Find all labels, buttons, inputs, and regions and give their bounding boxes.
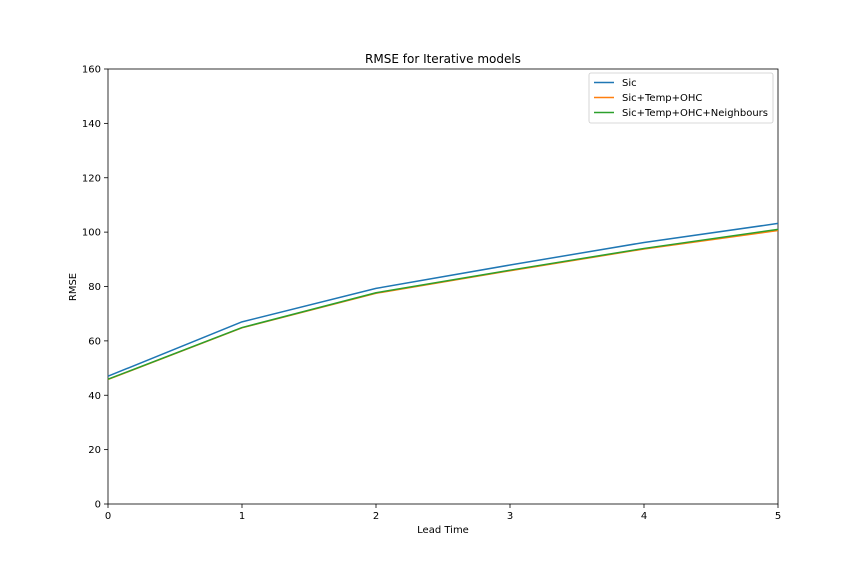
plot-frame	[107, 68, 779, 505]
legend-entry-label: Sic+Temp+OHC	[622, 93, 702, 104]
y-tick-label: 160	[82, 65, 101, 76]
y-tick-label: 120	[82, 173, 101, 184]
y-axis: 0 20 40 60 80 100 120 140 160	[82, 65, 108, 511]
legend: Sic Sic+Temp+OHC Sic+Temp+OHC+Neighbours	[588, 72, 774, 124]
x-tick-label: 5	[775, 511, 781, 522]
x-tick-label: 2	[373, 511, 379, 522]
plot-area	[107, 68, 779, 505]
y-tick-label: 0	[95, 500, 101, 511]
legend-entry-label: Sic+Temp+OHC+Neighbours	[622, 108, 768, 119]
legend-box	[588, 72, 774, 124]
chart-title: RMSE for Iterative models	[365, 52, 521, 66]
x-tick-label: 4	[641, 511, 647, 522]
y-tick-label: 60	[88, 336, 101, 347]
x-tick-label: 0	[105, 511, 111, 522]
x-tick-label: 1	[239, 511, 245, 522]
y-tick-label: 100	[82, 228, 101, 239]
series-layer	[107, 222, 779, 381]
y-tick-label: 80	[88, 282, 101, 293]
legend-entry-label: Sic	[622, 78, 637, 89]
y-axis-label: RMSE	[68, 273, 79, 301]
series-line-3	[107, 228, 779, 380]
series-line-1	[107, 222, 779, 377]
y-tick-label: 40	[88, 391, 101, 402]
y-tick-label: 140	[82, 119, 101, 130]
x-axis: 0 1 2 3 4 5	[105, 504, 781, 522]
y-tick-label: 20	[88, 445, 101, 456]
x-axis-label: Lead Time	[417, 525, 469, 536]
series-line-2	[107, 229, 779, 381]
x-tick-label: 3	[507, 511, 513, 522]
